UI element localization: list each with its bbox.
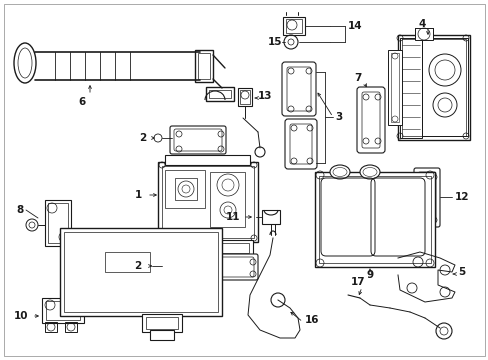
Bar	[164, 155, 249, 165]
Bar	[209, 172, 244, 227]
Bar	[240, 90, 249, 104]
Bar	[167, 243, 248, 253]
Text: 6: 6	[78, 97, 85, 107]
Text: 13: 13	[258, 91, 272, 101]
FancyBboxPatch shape	[170, 126, 225, 154]
Bar	[150, 330, 174, 340]
Bar	[158, 162, 258, 242]
Bar	[399, 38, 421, 138]
Ellipse shape	[14, 43, 36, 83]
Bar	[208, 90, 230, 98]
Text: 15: 15	[267, 37, 282, 47]
Bar	[42, 298, 84, 323]
Text: 2: 2	[134, 261, 142, 271]
Bar	[238, 88, 251, 106]
Bar	[397, 35, 469, 140]
Text: 16: 16	[305, 315, 319, 325]
Bar	[46, 301, 80, 320]
FancyBboxPatch shape	[282, 62, 315, 116]
Bar	[205, 87, 234, 101]
FancyBboxPatch shape	[356, 87, 384, 153]
Text: 9: 9	[366, 270, 373, 280]
Text: 10: 10	[14, 311, 28, 321]
Bar	[195, 50, 213, 82]
Text: 3: 3	[334, 112, 342, 122]
Text: 14: 14	[347, 21, 362, 31]
FancyBboxPatch shape	[413, 168, 439, 227]
Bar	[262, 210, 280, 224]
Ellipse shape	[359, 165, 379, 179]
Text: 17: 17	[350, 277, 365, 287]
Bar	[387, 50, 401, 125]
Ellipse shape	[329, 165, 349, 179]
Bar	[390, 53, 398, 122]
Text: 1: 1	[134, 190, 142, 200]
Bar	[283, 17, 305, 35]
Text: 2: 2	[139, 133, 146, 143]
Bar	[146, 317, 178, 329]
Bar	[163, 240, 252, 256]
Text: 8: 8	[17, 205, 24, 215]
Bar	[198, 53, 209, 79]
Bar	[45, 200, 71, 246]
Bar	[45, 322, 57, 332]
Bar	[64, 232, 218, 312]
Bar	[162, 166, 253, 238]
Bar	[318, 176, 430, 263]
Text: 11: 11	[225, 212, 240, 222]
Bar	[421, 38, 467, 136]
Bar	[105, 252, 150, 272]
Text: 12: 12	[454, 192, 468, 202]
Bar	[401, 39, 465, 136]
Bar	[60, 228, 222, 316]
Text: 5: 5	[457, 267, 464, 277]
Text: 7: 7	[354, 73, 361, 83]
Bar	[285, 19, 302, 33]
FancyBboxPatch shape	[285, 119, 316, 169]
Bar	[142, 314, 182, 332]
FancyBboxPatch shape	[165, 254, 258, 280]
Bar	[164, 170, 204, 208]
Bar	[414, 28, 432, 40]
Bar	[314, 172, 434, 267]
Text: 4: 4	[417, 19, 425, 29]
Bar	[65, 322, 77, 332]
Bar	[48, 203, 68, 243]
Bar	[175, 178, 197, 200]
